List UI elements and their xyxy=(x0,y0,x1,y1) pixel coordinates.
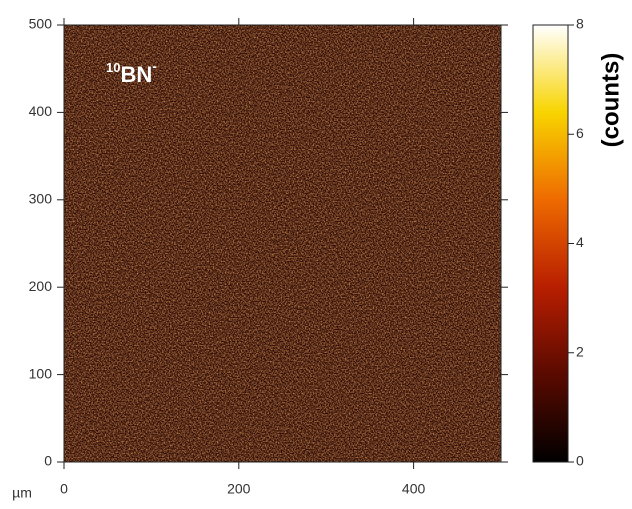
y-tick-label: 200 xyxy=(29,278,53,294)
y-tick-label: 0 xyxy=(44,453,52,469)
colorbar-tick-label: 0 xyxy=(576,453,584,469)
x-tick-label: 400 xyxy=(402,481,426,497)
colorbar-label: (counts) xyxy=(597,53,624,148)
y-tick-label: 100 xyxy=(29,365,53,381)
heatmap-texture xyxy=(64,25,501,462)
colorbar-tick-label: 4 xyxy=(576,234,584,250)
colorbar-tick-label: 2 xyxy=(576,343,584,359)
y-tick-label: 400 xyxy=(29,103,53,119)
colorbar-tick-label: 6 xyxy=(576,125,584,141)
y-tick-label: 500 xyxy=(29,16,53,32)
x-tick-label: 0 xyxy=(60,481,68,497)
title-charge: - xyxy=(152,58,157,74)
title: 10BN- xyxy=(106,58,157,87)
title-superscript: 10 xyxy=(106,60,120,75)
plot-frame xyxy=(63,24,502,463)
colorbar xyxy=(532,24,569,463)
x-unit-label: µm xyxy=(12,485,32,501)
y-tick-label: 300 xyxy=(29,191,53,207)
x-tick-label: 200 xyxy=(227,481,251,497)
colorbar-tick-label: 8 xyxy=(576,16,584,32)
title-main: BN xyxy=(120,62,152,87)
